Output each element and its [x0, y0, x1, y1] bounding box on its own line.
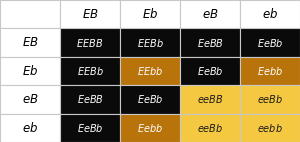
Bar — [0, 85, 60, 114]
Bar — [60, 114, 120, 142]
Bar — [60, 0, 120, 28]
Bar — [240, 28, 300, 57]
Bar — [0, 28, 60, 57]
Bar — [120, 85, 180, 114]
Bar — [120, 114, 180, 142]
Text: $\it{EEbb}$: $\it{EEbb}$ — [137, 65, 163, 77]
Bar — [0, 0, 60, 28]
Bar — [240, 0, 300, 28]
Text: $\it{eb}$: $\it{eb}$ — [22, 121, 38, 135]
Text: $\it{eeBB}$: $\it{eeBB}$ — [196, 93, 224, 105]
Bar — [0, 114, 60, 142]
Bar — [180, 57, 240, 85]
Text: $\it{eebb}$: $\it{eebb}$ — [257, 122, 283, 134]
Bar — [60, 85, 120, 114]
Text: $\it{EeBb}$: $\it{EeBb}$ — [137, 93, 163, 105]
Text: $\it{EeBb}$: $\it{EeBb}$ — [77, 122, 103, 134]
Text: $\it{EeBB}$: $\it{EeBB}$ — [196, 37, 224, 49]
Text: $\it{Eb}$: $\it{Eb}$ — [142, 7, 158, 21]
Text: $\it{EeBB}$: $\it{EeBB}$ — [76, 93, 103, 105]
Bar — [180, 28, 240, 57]
Bar — [60, 57, 120, 85]
Text: $\it{EB}$: $\it{EB}$ — [22, 36, 38, 49]
Text: $\it{eb}$: $\it{eb}$ — [262, 7, 278, 21]
Bar — [240, 57, 300, 85]
Text: $\it{Eebb}$: $\it{Eebb}$ — [137, 122, 163, 134]
Text: $\it{Eebb}$: $\it{Eebb}$ — [257, 65, 283, 77]
Bar — [120, 28, 180, 57]
Bar — [120, 57, 180, 85]
Bar — [60, 28, 120, 57]
Bar — [240, 85, 300, 114]
Text: $\it{eB}$: $\it{eB}$ — [22, 93, 38, 106]
Text: $\it{EB}$: $\it{EB}$ — [82, 8, 98, 21]
Bar — [180, 85, 240, 114]
Text: $\it{EEBB}$: $\it{EEBB}$ — [76, 37, 103, 49]
Bar — [240, 114, 300, 142]
Bar — [0, 57, 60, 85]
Text: $\it{eeBb}$: $\it{eeBb}$ — [257, 93, 283, 105]
Bar — [180, 0, 240, 28]
Text: $\it{Eb}$: $\it{Eb}$ — [22, 64, 38, 78]
Bar — [120, 0, 180, 28]
Text: $\it{EeBb}$: $\it{EeBb}$ — [197, 65, 223, 77]
Text: $\it{EeBb}$: $\it{EeBb}$ — [257, 37, 283, 49]
Text: $\it{eeBb}$: $\it{eeBb}$ — [197, 122, 223, 134]
Text: $\it{eB}$: $\it{eB}$ — [202, 8, 218, 21]
Text: $\it{EEBb}$: $\it{EEBb}$ — [76, 65, 103, 77]
Text: $\it{EEBb}$: $\it{EEBb}$ — [136, 37, 164, 49]
Bar — [180, 114, 240, 142]
